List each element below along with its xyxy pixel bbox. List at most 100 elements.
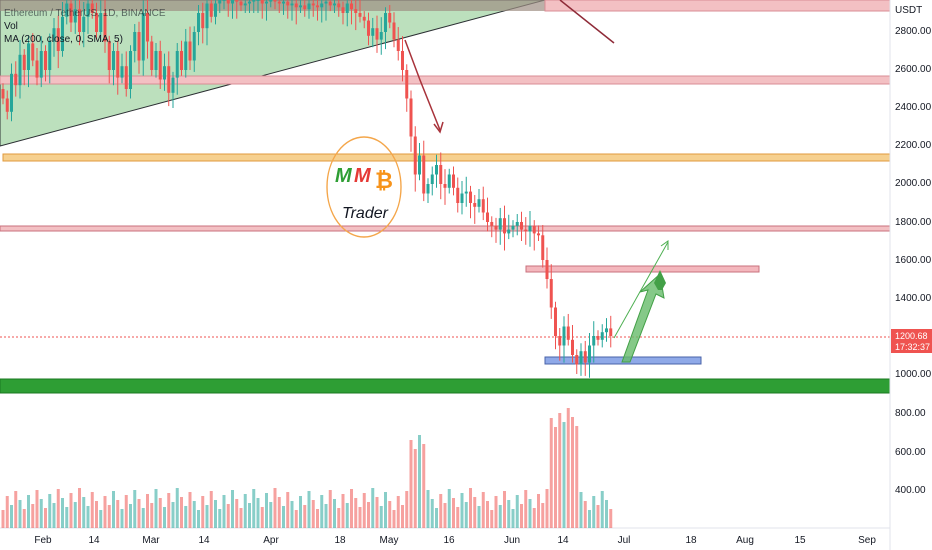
volume-bar [345,503,349,528]
volume-bar [562,422,566,528]
candle [252,0,256,13]
candle [401,36,404,82]
candle [192,26,196,72]
time-tick-label: 14 [198,535,210,546]
candle [435,154,438,188]
candle [154,43,158,78]
candle [592,321,596,363]
volume-bar [401,505,404,528]
candle [350,0,353,25]
volume-bar [435,508,438,528]
candle [95,2,98,40]
volume-bar [456,507,460,528]
volume-bar [379,506,383,528]
ma-indicator-label[interactable]: MA (200, close, 0, SMA, 5) [4,34,123,45]
volume-bar [371,488,375,528]
price-tick-label: 1600.00 [895,255,932,266]
candle [235,0,239,19]
candle [481,186,485,221]
volume-bar [205,505,209,528]
volume-bar [243,494,247,528]
resistance-zone [525,265,760,273]
volume-bar [605,500,608,528]
candle [294,0,298,25]
candle [269,0,273,8]
candles [1,0,613,378]
candle [503,205,506,251]
candle [605,318,608,342]
price-tick-label: 800.00 [895,408,926,419]
volume-bars [1,408,613,528]
candle [124,51,128,97]
volume-bar [532,508,536,528]
candle [226,0,230,17]
volume-bar [265,493,268,528]
volume-bar [294,510,298,528]
volume-bar [248,503,251,528]
time-tick-label: Aug [736,535,754,546]
candle [209,0,213,23]
candle [120,53,124,84]
volume-bar [112,491,115,528]
projection-line [613,241,669,339]
volume-bar [282,506,285,528]
volume-bar [324,504,328,528]
candle [86,0,90,34]
candle [532,220,536,251]
candle [528,210,532,247]
time-tick-label: Apr [263,535,279,546]
volume-bar [22,509,26,528]
volume-bar [473,497,477,528]
candle [231,0,234,19]
candle [392,12,396,48]
time-tick-label: 18 [334,535,346,546]
candle [158,40,162,89]
projection-line-head [660,240,669,250]
decline-arrow-head [433,121,444,134]
candle [290,0,294,21]
candle [537,225,540,241]
volume-bar [337,508,341,528]
candle [137,21,141,74]
volume-bar [154,489,158,528]
volume-bar [39,499,43,528]
volume-bar [464,502,468,528]
volume-bar [226,504,230,528]
candle [558,328,562,361]
candle [486,197,489,232]
volume-bar [252,489,256,528]
volume-bar [180,497,183,528]
candle [575,349,579,374]
candle [324,0,328,21]
volume-bar [48,494,52,528]
candle [141,0,145,76]
candle [600,324,604,348]
candle [515,214,519,236]
volume-bar [129,504,132,528]
candle [163,53,166,91]
volume-bar [375,497,379,528]
volume-bar [286,492,290,528]
red-band-2540 [0,75,891,85]
candle [388,5,392,29]
volume-bar [218,509,222,528]
candle [494,217,498,243]
candle [5,90,9,120]
time-axis[interactable]: Feb 14 Mar 14 Apr 18 May 16 Jun 14 Jul 18 Aug 15 Sep [34,535,876,546]
volume-bar [235,499,239,528]
volume-bar [503,491,506,528]
logo-ring [326,136,402,238]
symbol-line: Ethereum / TetherUS, 1D, BINANCE [4,8,166,19]
candle [180,40,183,76]
volume-bar [481,492,485,528]
volume-bar [588,510,591,528]
price-tick-label: 400.00 [895,485,926,496]
volume-bar [520,504,523,528]
volume-bar [260,507,264,528]
volume-bar [350,489,353,528]
price-axis[interactable]: 2800.00 2600.00 2400.00 2200.00 2000.00 1800.… [895,26,932,496]
time-tick-label: 14 [557,535,569,546]
volume-bar [583,501,587,528]
volume-bar [545,489,549,528]
